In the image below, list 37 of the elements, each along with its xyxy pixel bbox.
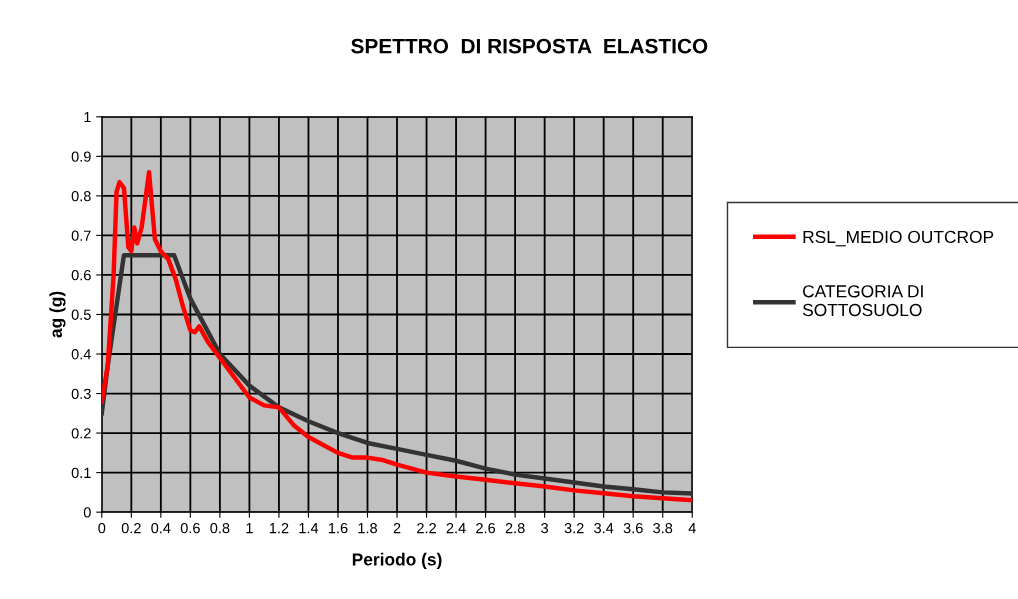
y-axis-title: ag (g) — [49, 291, 66, 338]
y-tick-label: 0.8 — [71, 190, 91, 202]
x-tick-label: 1.2 — [269, 522, 289, 534]
x-tick-label: 0.4 — [151, 522, 171, 534]
x-tick-label: 2.4 — [446, 522, 466, 534]
y-tick-label: 1 — [84, 112, 91, 123]
x-tick-label: 3.4 — [594, 522, 614, 534]
chart-title: SPETTRO DI RISPOSTA ELASTICO — [351, 38, 708, 54]
x-tick-label: 0.8 — [210, 522, 230, 534]
x-tick-label: 0.2 — [121, 522, 141, 534]
y-tick-label: 0 — [83, 507, 91, 518]
x-tick-label: 1.6 — [328, 522, 348, 534]
y-tick-label: 0.3 — [71, 388, 91, 399]
x-tick-label: 3.6 — [623, 522, 643, 534]
x-tick-label: 2 — [393, 522, 401, 534]
y-tick-label: 0.1 — [71, 467, 91, 479]
legend-label: RSL_MEDIO OUTCROP — [803, 230, 994, 247]
x-tick-label: 1 — [246, 523, 253, 534]
y-tick-label: 0.7 — [71, 230, 91, 241]
x-tick-label: 2.8 — [505, 522, 525, 534]
x-tick-label: 2.6 — [476, 522, 496, 534]
x-axis-title: Periodo (s) — [352, 552, 442, 570]
x-tick-label: 0 — [98, 522, 106, 534]
y-tick-label: 0.4 — [71, 349, 91, 360]
x-tick-label: 3.2 — [564, 522, 584, 534]
y-tick-label: 0.9 — [71, 151, 91, 162]
y-tick-label: 0.2 — [71, 428, 91, 439]
y-tick-label: 0.6 — [71, 270, 91, 281]
x-tick-label: 4 — [688, 523, 696, 534]
x-tick-label: 3.8 — [653, 522, 673, 534]
x-tick-label: 1.4 — [299, 523, 319, 534]
y-tick-label: 0.5 — [71, 309, 91, 320]
x-tick-label: 1.8 — [358, 522, 377, 534]
x-tick-label: 0.6 — [180, 522, 200, 534]
x-tick-label: 2.2 — [417, 522, 436, 534]
x-tick-label: 3 — [541, 522, 549, 534]
legend-label: CATEGORIA DI SOTTOSUOLO — [802, 285, 923, 317]
